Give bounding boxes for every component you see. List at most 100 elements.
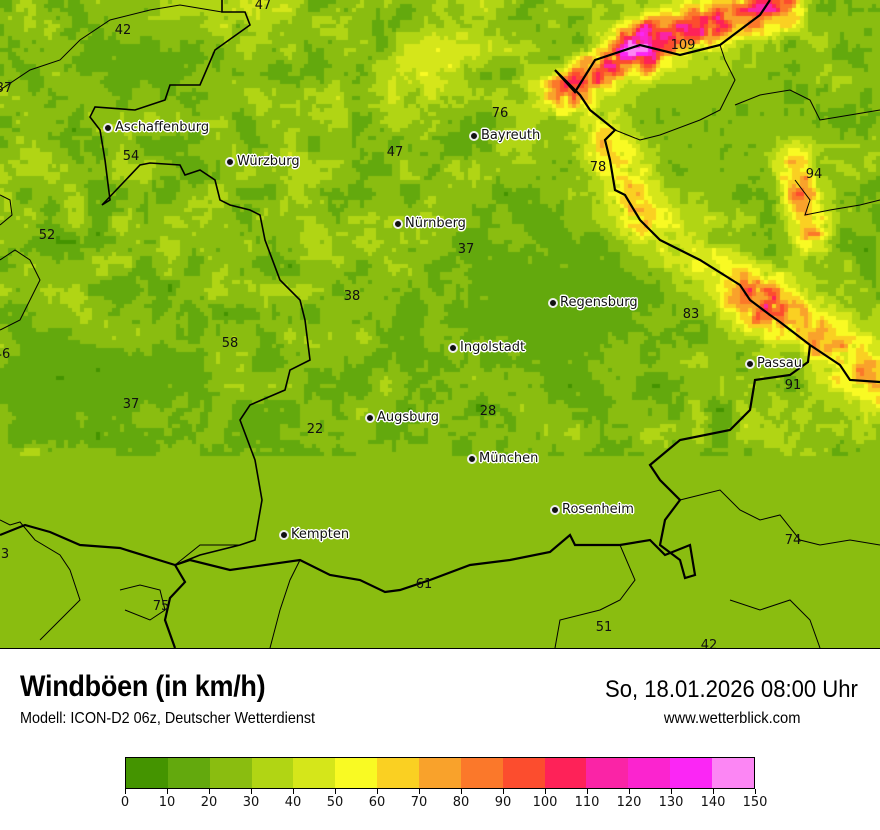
colorbar-tick-label: 100 [532, 795, 558, 810]
city-marker: Nürnberg [393, 217, 466, 231]
gust-value-label: 37 [0, 81, 13, 96]
city-name: Bayreuth [481, 128, 541, 143]
colorbar-tick-label: 150 [742, 795, 768, 810]
gust-value-label: 109 [670, 38, 696, 53]
gust-value-label: 52 [38, 228, 56, 243]
colorbar-tick-label: 30 [242, 795, 260, 810]
region-border [269, 559, 301, 648]
colorbar-tick-label: 10 [158, 795, 176, 810]
colorbar-tick-label: 90 [494, 795, 512, 810]
map-borders [0, 0, 880, 648]
city-marker: Kempten [279, 528, 349, 542]
region-border [0, 4, 223, 91]
austria-border-east [809, 344, 880, 384]
city-name: Augsburg [377, 410, 440, 425]
colorbar-tick [587, 789, 588, 794]
colorbar-tick-label: 120 [616, 795, 642, 810]
gust-value-label: 42 [700, 638, 718, 649]
city-marker: München [467, 452, 538, 466]
region-border [679, 489, 880, 546]
city-dot-icon [548, 298, 558, 308]
colorbar-tick-label: 80 [452, 795, 470, 810]
city-name: Nürnberg [405, 216, 466, 231]
gust-value-label: 37 [457, 242, 475, 257]
gust-value-label: 37 [122, 397, 140, 412]
city-dot-icon [103, 123, 113, 133]
gust-value-label: 51 [595, 620, 613, 635]
gust-value-label: 22 [306, 422, 324, 437]
region-border [0, 519, 81, 641]
colorbar-tick [335, 789, 336, 794]
colorbar-tick [755, 789, 756, 794]
region-border [0, 249, 41, 331]
colorbar-tick [545, 789, 546, 794]
city-name: Rosenheim [562, 502, 634, 517]
gust-value-label: 83 [682, 307, 700, 322]
colorbar-tick-label: 70 [410, 795, 428, 810]
gust-value-label: 46 [0, 347, 11, 362]
city-marker: Bayreuth [469, 129, 540, 143]
colorbar-tick [125, 789, 126, 794]
colorbar-bin [126, 758, 168, 788]
colorbar-tick [503, 789, 504, 794]
colorbar-bin [460, 758, 503, 788]
region-border [614, 44, 736, 141]
colorbar-tick-label: 140 [700, 795, 726, 810]
forecast-datetime: So, 18.01.2026 08:00 Uhr [605, 676, 858, 703]
colorbar-tick [671, 789, 672, 794]
colorbar-tick-label: 50 [326, 795, 344, 810]
city-dot-icon [393, 219, 403, 229]
bavaria-border [89, 0, 311, 566]
colorbar-bin [419, 758, 461, 788]
swiss-border [0, 523, 187, 648]
city-marker: Rosenheim [550, 503, 634, 517]
city-marker: Würzburg [225, 155, 300, 169]
colorbar-bin [293, 758, 336, 788]
city-dot-icon [467, 454, 477, 464]
region-border [734, 89, 880, 121]
colorbar-tick-label: 0 [120, 795, 130, 810]
colorbar-bin [712, 758, 754, 788]
colorbar [125, 757, 755, 789]
city-name: Passau [757, 356, 802, 371]
gust-value-label: 61 [415, 577, 433, 592]
colorbar-bin [586, 758, 629, 788]
city-name: Würzburg [237, 154, 300, 169]
colorbar-tick [167, 789, 168, 794]
map-title: Windböen (in km/h) [20, 670, 266, 703]
colorbar-bin [167, 758, 210, 788]
colorbar-bin [251, 758, 294, 788]
city-name: Regensburg [560, 295, 638, 310]
colorbar-bin [670, 758, 713, 788]
gust-value-label: 47 [254, 0, 272, 13]
gust-value-label: 94 [805, 167, 823, 182]
colorbar-tick [629, 789, 630, 794]
colorbar-bin [628, 758, 671, 788]
colorbar-tick-label: 60 [368, 795, 386, 810]
city-marker: Regensburg [548, 296, 638, 310]
city-marker: Passau [745, 357, 802, 371]
city-dot-icon [469, 131, 479, 141]
colorbar-bin [377, 758, 420, 788]
gust-value-label: 74 [784, 533, 802, 548]
gust-value-label: 91 [784, 378, 802, 393]
city-name: München [479, 451, 539, 466]
gust-value-label: 38 [343, 289, 361, 304]
city-dot-icon [745, 359, 755, 369]
region-border [794, 179, 880, 216]
wind-gust-field [0, 0, 880, 648]
region-border [0, 194, 13, 226]
colorbar-bin [335, 758, 378, 788]
colorbar-bin [544, 758, 587, 788]
colorbar-tick-label: 40 [284, 795, 302, 810]
region-border [119, 584, 166, 621]
gust-value-label: 3 [0, 547, 10, 562]
city-name: Aschaffenburg [115, 120, 210, 135]
city-marker: Ingolstadt [448, 341, 525, 355]
website-link[interactable]: www.wetterblick.com [663, 710, 800, 727]
colorbar-tick [713, 789, 714, 794]
colorbar-tick [419, 789, 420, 794]
region-border [729, 599, 821, 648]
colorbar-tick [377, 789, 378, 794]
gust-value-label: 42 [114, 23, 132, 38]
